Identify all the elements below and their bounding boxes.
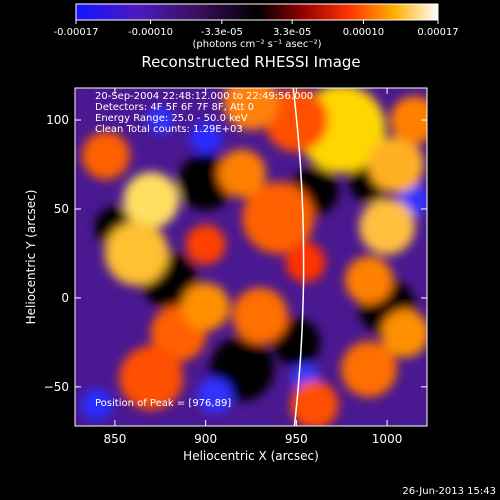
colorbar-gradient [75, 3, 439, 21]
observation-info-line: Energy Range: 25.0 - 50.0 keV [95, 113, 248, 124]
colorbar: -0.00017 -0.00010 -3.3e-05 3.3e-05 0.00010 0.… [54, 3, 459, 50]
observation-info-line: 20-Sep-2004 22:48:12.000 to 22:49:56.000 [95, 91, 313, 102]
intensity-blob [181, 282, 230, 331]
intensity-blob [272, 318, 321, 367]
observation-info: 20-Sep-2004 22:48:12.000 to 22:49:56.000… [95, 91, 313, 135]
peak-position-text: Position of Peak = [976,89] [95, 398, 231, 409]
y-tick-label: 50 [54, 202, 69, 216]
plot-title: Reconstructed RHESSI Image [141, 53, 360, 71]
intensity-blob [217, 149, 266, 198]
intensity-blob [359, 198, 416, 255]
intensity-blob [104, 221, 169, 286]
intensity-blob [242, 181, 315, 254]
colorbar-tick-label: -3.3e-05 [201, 27, 243, 38]
intensity-blob [285, 242, 326, 283]
axis-ticks: 850 900 950 1000 −50 0 50 100 [44, 88, 427, 446]
x-tick-label: 850 [103, 432, 126, 446]
intensity-blob [81, 131, 130, 180]
intensity-blob [223, 88, 279, 131]
intensity-blob [232, 287, 289, 344]
x-tick-label: 950 [285, 432, 308, 446]
intensity-blob [368, 136, 425, 193]
plot-frame [74, 87, 428, 427]
timestamp: 26-Jun-2013 15:43 [402, 486, 496, 497]
solar-limb-line [292, 88, 305, 426]
colorbar-tick-label: 0.00010 [343, 27, 384, 38]
y-tick-label: 100 [46, 113, 69, 127]
colorbar-tick-label: 3.3e-05 [273, 27, 311, 38]
colorbar-tick-label: -0.00017 [54, 27, 99, 38]
y-axis-label: Heliocentric Y (arcsec) [24, 190, 38, 325]
colorbar-tick-label: -0.00010 [128, 27, 173, 38]
intensity-blob [344, 256, 393, 305]
intensity-blobs [80, 88, 427, 426]
y-tick-label: −50 [44, 380, 69, 394]
x-tick-label: 1000 [372, 432, 403, 446]
intensity-blob [381, 309, 427, 358]
intensity-blob [119, 346, 184, 410]
intensity-blob [390, 96, 427, 144]
colorbar-units: (photons cm⁻² s⁻¹ asec⁻²) [192, 39, 321, 50]
image-area [75, 88, 427, 426]
colorbar-tick-label: 0.00017 [417, 27, 458, 38]
intensity-blob [185, 224, 226, 265]
y-tick-label: 0 [61, 291, 69, 305]
intensity-blob [146, 106, 175, 134]
intensity-blob [123, 172, 180, 229]
intensity-blob [80, 388, 113, 421]
x-axis-label: Heliocentric X (arcsec) [183, 449, 319, 463]
colorbar-ticks: -0.00017 -0.00010 -3.3e-05 3.3e-05 0.00010 0.… [54, 20, 459, 38]
intensity-blob [196, 377, 233, 414]
intensity-blob [340, 341, 397, 398]
observation-info-line: Detectors: 4F 5F 6F 7F 8F, Att 0 [95, 102, 254, 113]
intensity-blob [290, 380, 339, 426]
intensity-blob [189, 121, 222, 154]
x-tick-label: 900 [194, 432, 217, 446]
observation-info-line: Clean Total counts: 1.29E+03 [95, 124, 243, 135]
